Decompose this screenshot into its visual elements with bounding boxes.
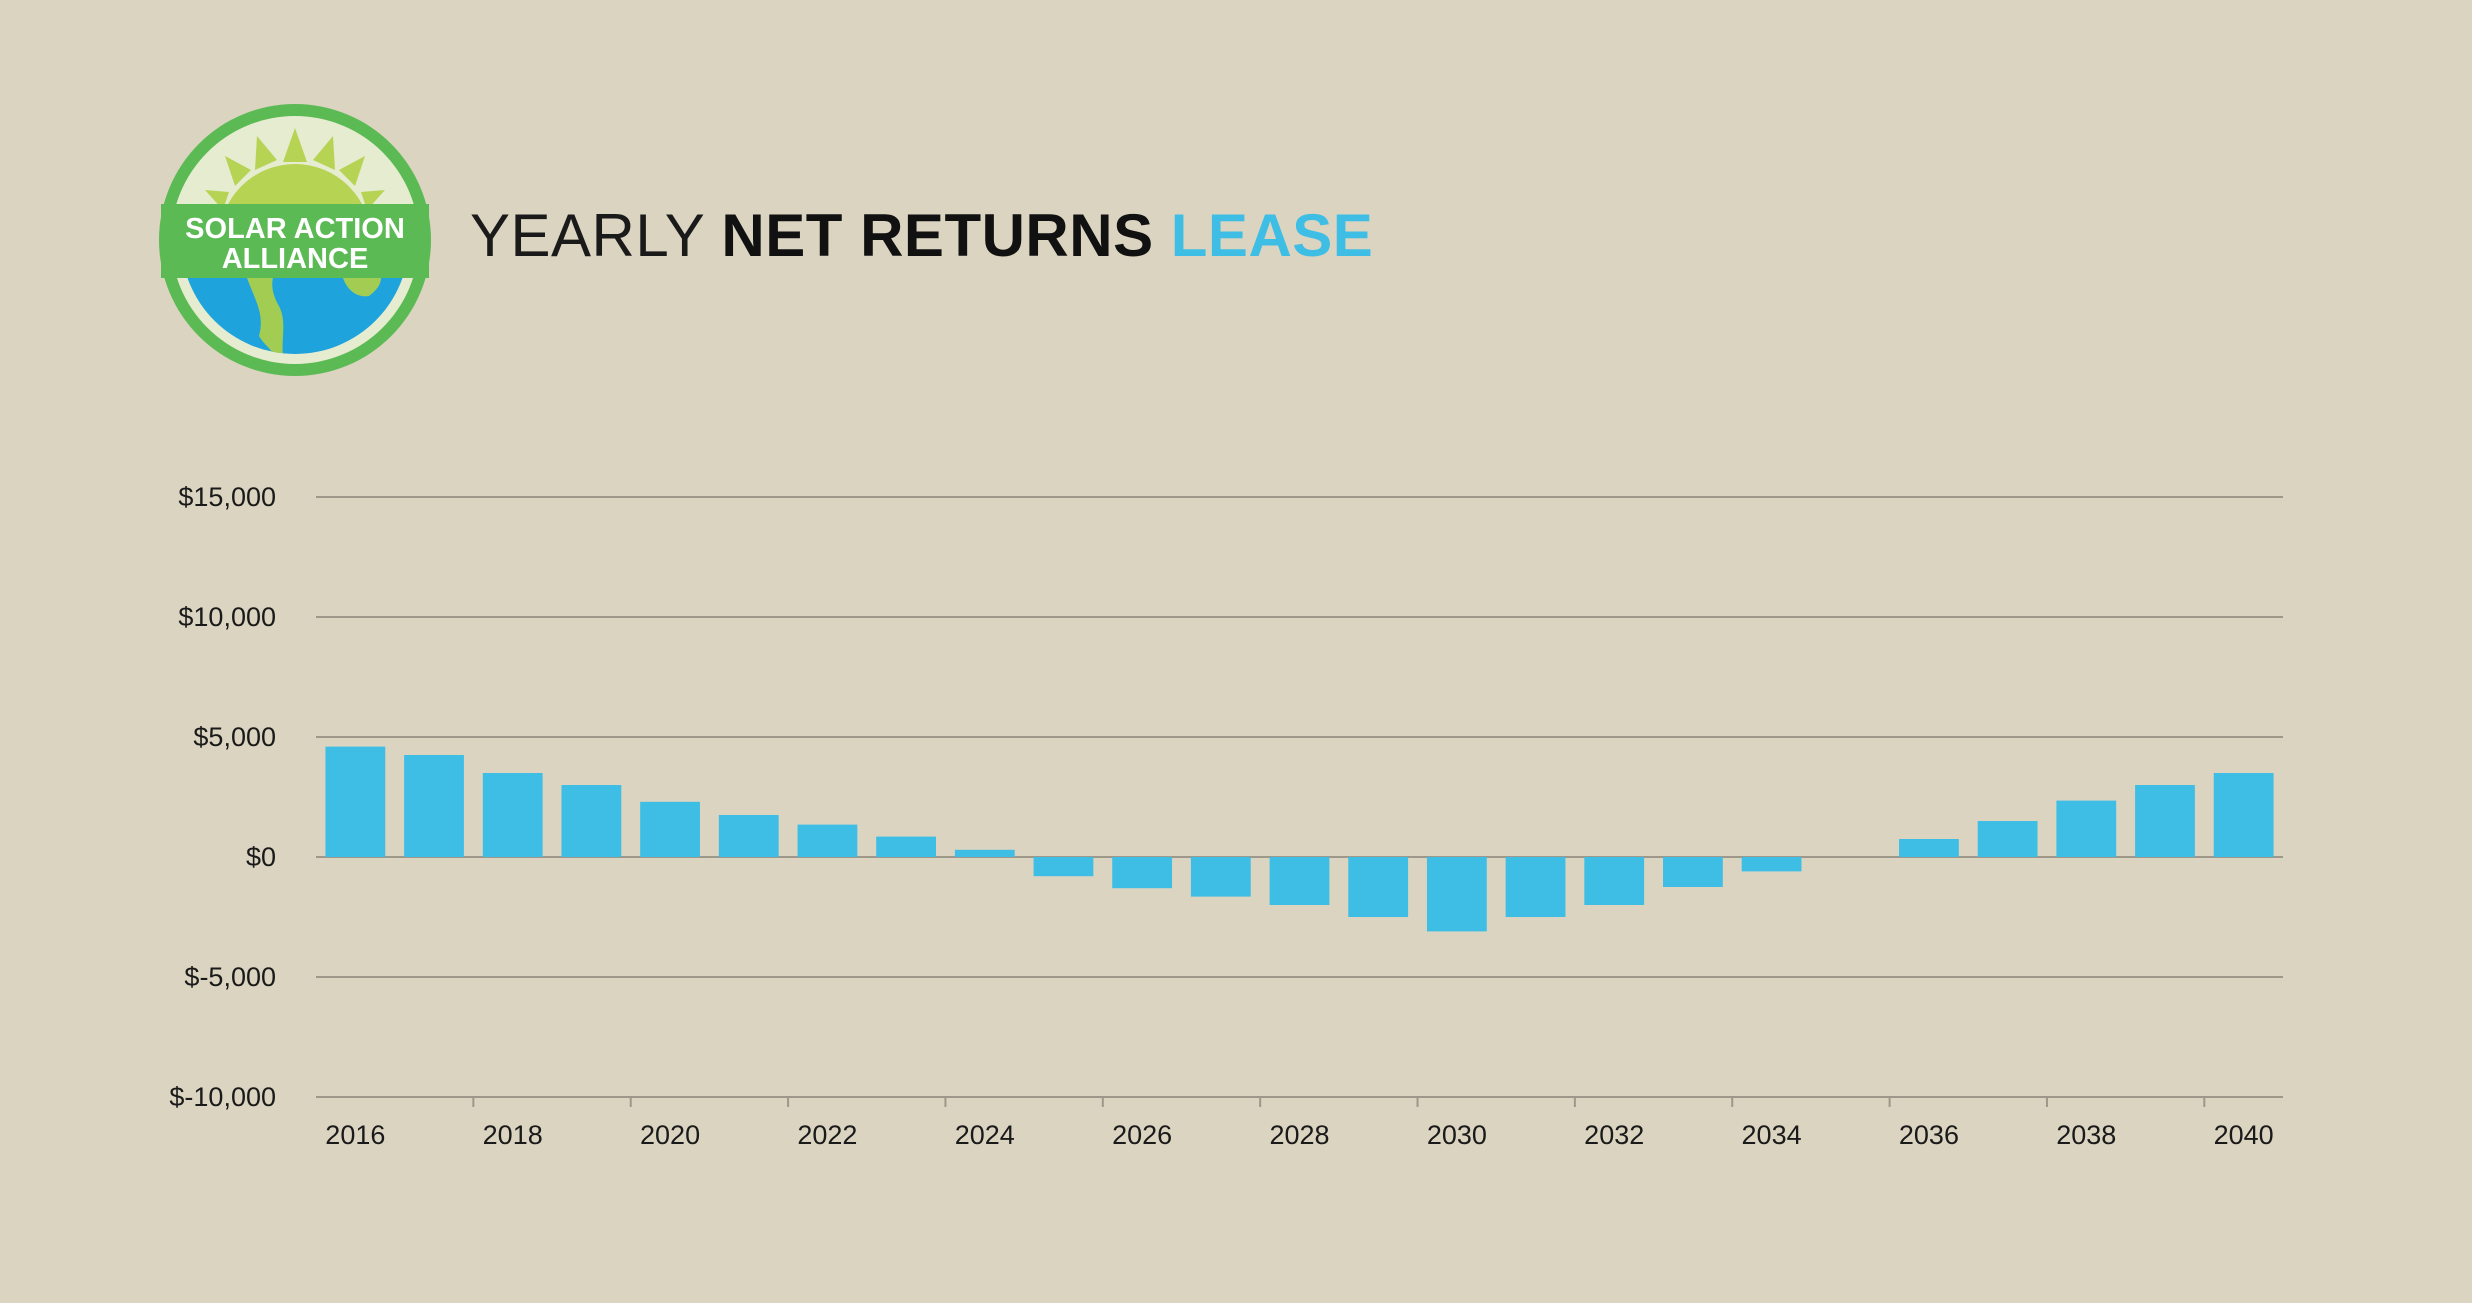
bar-2023: [876, 836, 936, 857]
x-tick-label: 2032: [1584, 1120, 1644, 1150]
x-tick-label: 2024: [955, 1120, 1015, 1150]
y-tick-label: $5,000: [193, 722, 276, 752]
y-axis-tick-labels: $15,000 $10,000 $5,000 $0 $-5,000 $-10,000: [169, 482, 276, 1112]
bar-2024: [954, 849, 1015, 857]
bar-2028: [1269, 857, 1330, 905]
y-tick-label: $-5,000: [184, 962, 276, 992]
bars: [325, 746, 2274, 932]
bar-2025: [1033, 857, 1094, 877]
x-tick-label: 2034: [1742, 1120, 1802, 1150]
logo-text-line2: ALLIANCE: [222, 243, 369, 275]
x-tick-label: 2016: [325, 1120, 385, 1150]
x-axis-tick-labels: 2016 2018 2020 2022 2024 2026 2028 2030 2032 2034…: [325, 1097, 2274, 1150]
logo-emblem: SOLAR ACTION ALLIANCE: [159, 104, 431, 376]
bar-2016: [325, 746, 386, 857]
bar-2029: [1348, 857, 1409, 917]
y-tick-label: $0: [246, 842, 276, 872]
x-tick-label: 2030: [1427, 1120, 1487, 1150]
x-tick-label: 2028: [1269, 1120, 1329, 1150]
bar-2030: [1426, 857, 1487, 932]
bar-2020: [640, 801, 700, 857]
x-tick-label: 2020: [640, 1120, 700, 1150]
bar-2022: [797, 824, 858, 857]
bar-2036: [1899, 839, 1959, 857]
bar-2033: [1663, 857, 1723, 887]
x-tick-label: 2026: [1112, 1120, 1172, 1150]
bar-2038: [2056, 800, 2117, 857]
x-tick-label: 2018: [483, 1120, 543, 1150]
bar-2032: [1584, 857, 1645, 905]
bar-2039: [2135, 785, 2195, 857]
bar-2031: [1505, 857, 1566, 917]
title-part-lease: LEASE: [1170, 202, 1374, 269]
bar-2018: [482, 773, 543, 857]
x-tick-label: 2038: [2056, 1120, 2116, 1150]
x-tick-label: 2022: [797, 1120, 857, 1150]
y-tick-label: $15,000: [178, 482, 276, 512]
bar-2040: [2213, 773, 2274, 857]
bar-2027: [1190, 857, 1251, 897]
x-tick-label: 2040: [2214, 1120, 2274, 1150]
bar-2037: [1977, 821, 2038, 857]
solar-action-alliance-logo: SOLAR ACTION ALLIANCE: [155, 100, 435, 380]
chart-title: YEARLY NET RETURNS LEASE: [470, 196, 1373, 276]
x-tick-label: 2036: [1899, 1120, 1959, 1150]
bar-2034: [1741, 857, 1802, 872]
bar-2019: [561, 785, 622, 857]
bar-2026: [1112, 857, 1173, 889]
bar-2017: [404, 755, 464, 857]
y-tick-label: $10,000: [178, 602, 276, 632]
title-part-net-returns: NET RETURNS: [721, 202, 1171, 269]
title-part-yearly: YEARLY: [470, 202, 722, 269]
y-tick-label: $-10,000: [169, 1082, 276, 1112]
logo-text-line1: SOLAR ACTION: [185, 213, 405, 245]
bar-2021: [718, 815, 779, 857]
